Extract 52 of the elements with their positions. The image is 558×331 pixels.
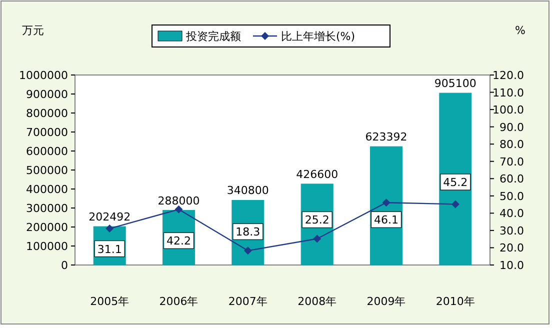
x-tick-label: 2005年 (90, 295, 130, 308)
point (244, 246, 252, 255)
point (382, 198, 390, 207)
data-label: 31.1 (97, 242, 122, 256)
data-label: 46.1 (374, 214, 398, 227)
x-tick-label: 2008年 (298, 295, 337, 308)
data-label: 426600 (296, 168, 338, 181)
point (313, 234, 322, 243)
y2-tick-label: 70.0 (500, 155, 524, 168)
data-label: 45.2 (443, 176, 468, 190)
y-tick-label: 500000 (26, 164, 68, 177)
legend-label: 比上年增长(%) (281, 30, 356, 43)
y-tick-label: 0 (61, 259, 68, 272)
y-tick-label: 1000000 (19, 69, 68, 82)
y-tick-label: 200000 (26, 221, 68, 234)
legend-label: 投资完成额 (185, 30, 241, 43)
x-tick-label: 2006年 (159, 295, 198, 308)
x-tick-label: 2010年 (436, 295, 475, 308)
y2-tick-label: 90.0 (500, 120, 524, 134)
y2-tick-label: 80.0 (500, 138, 524, 152)
x-tick-label: 2009年 (366, 295, 406, 308)
y2-tick-label: 30.0 (500, 224, 524, 238)
data-label: 25.2 (304, 214, 330, 227)
data-label: 288000 (158, 194, 200, 208)
y2-tick-label: 40.0 (500, 207, 524, 220)
y2-tick-label: 100.0 (492, 104, 524, 117)
data-label: 623392 (365, 130, 408, 144)
data-label: 42.2 (166, 234, 191, 248)
y-tick-label: 400000 (26, 183, 68, 196)
y-tick-label: 300000 (26, 202, 68, 215)
point (451, 200, 460, 208)
y2-tick-label: 120.0 (492, 69, 524, 82)
point (174, 205, 183, 214)
point (106, 224, 114, 233)
y2-tick-label: 20.0 (500, 242, 524, 255)
y-tick-label: 900000 (26, 88, 68, 101)
bar (439, 92, 472, 266)
y2-tick-label: 110.0 (492, 86, 524, 100)
data-label: 340800 (226, 184, 269, 198)
y2-axis-title: % (515, 24, 526, 37)
y-axis-title: 万元 (22, 24, 44, 37)
y-tick-label: 100000 (26, 240, 68, 253)
y2-tick-label: 10.0 (500, 259, 524, 272)
y2-tick-label: 50.0 (500, 190, 524, 203)
y-tick-label: 700000 (26, 126, 68, 139)
data-label: 905100 (434, 77, 476, 90)
y-tick-label: 600000 (26, 145, 68, 158)
data-label: 202492 (88, 210, 131, 224)
data-label: 18.3 (236, 226, 260, 239)
x-tick-label: 2007年 (228, 295, 268, 308)
y-tick-label: 800000 (26, 107, 68, 120)
y2-tick-label: 60.0 (500, 172, 524, 186)
